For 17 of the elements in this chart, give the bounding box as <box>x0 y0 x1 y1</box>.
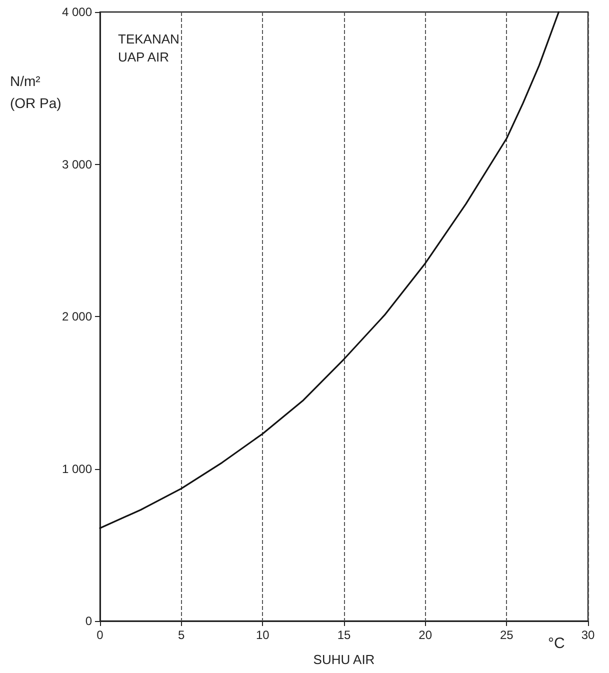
x-tick-label: 15 <box>337 628 351 642</box>
text: TEKANAN UAP AIR <box>118 32 180 64</box>
x-tick-label: 10 <box>256 628 270 642</box>
y-tick-label: 4 000 <box>62 5 92 19</box>
y-tick-label: 3 000 <box>62 157 92 172</box>
y-tick-label: 1 000 <box>62 462 92 476</box>
y-tick-label: 2 000 <box>62 310 92 324</box>
text: °C <box>548 635 565 652</box>
x-tick-label: 5 <box>178 628 185 642</box>
x-tick-label: 30 <box>581 628 595 642</box>
x-axis-title: SUHU AIR <box>313 652 375 667</box>
y-tick-label: 0 <box>85 614 92 628</box>
y-axis-title: N/m² (OR Pa) <box>10 73 62 111</box>
line-series <box>99 11 560 529</box>
x-tick-label: 0 <box>96 628 104 642</box>
x-tick-label: 20 <box>418 628 432 642</box>
x-tick-label: 25 <box>500 628 514 642</box>
